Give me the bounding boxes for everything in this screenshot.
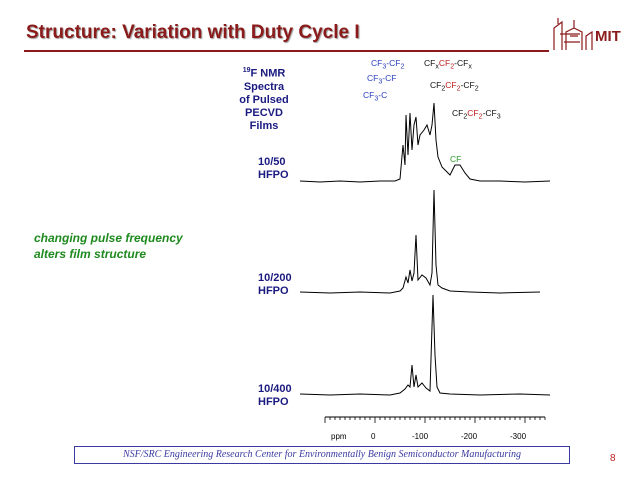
axis-tick-label-minus-100: -100 bbox=[412, 432, 429, 441]
annotation-note: changing pulse frequency alters film stru… bbox=[34, 231, 183, 261]
spectrum-10-400 bbox=[300, 294, 550, 396]
axis-unit-label: ppm bbox=[331, 432, 347, 441]
footer-banner: NSF/SRC Engineering Research Center for … bbox=[74, 446, 570, 464]
spectra-title: 19F NMR Spectra of Pulsed PECVD Films bbox=[239, 67, 289, 132]
peak-label-cf3-cf: CF3-CF bbox=[367, 73, 397, 86]
title-rule bbox=[24, 50, 549, 52]
peak-label-cf: CF bbox=[450, 153, 462, 164]
peak-label-cf3-cf2: CF3-CF2 bbox=[371, 58, 405, 71]
axis-tick-label-minus-200: -200 bbox=[461, 432, 478, 441]
axis-tick-label-minus-300: -300 bbox=[510, 432, 527, 441]
sample-label-10-400: 10/400 HFPO bbox=[258, 383, 292, 408]
peak-label-cfx-cf2-cfx: CFxCF2-CFx bbox=[424, 58, 472, 71]
mit-dome-logo-icon bbox=[553, 18, 593, 50]
slide-title: Structure: Variation with Duty Cycle I bbox=[26, 22, 360, 43]
peak-label-cf3-c: CF3-C bbox=[363, 90, 388, 103]
nmr-spectra-plot bbox=[300, 102, 550, 423]
page-number: 8 bbox=[610, 453, 616, 464]
peak-label-cf2-cf2-cf2: CF2CF2-CF2 bbox=[430, 80, 479, 93]
axis-tick-label-0: 0 bbox=[371, 432, 376, 441]
sample-label-10-50: 10/50 HFPO bbox=[258, 156, 289, 181]
sample-label-10-200: 10/200 HFPO bbox=[258, 272, 292, 297]
spectrum-10-200 bbox=[300, 189, 541, 294]
mit-logo-text: MIT bbox=[595, 28, 621, 45]
spectrum-10-50 bbox=[300, 102, 550, 183]
peak-label-cf2-cf2-cf3: CF2CF2-CF3 bbox=[452, 108, 501, 121]
